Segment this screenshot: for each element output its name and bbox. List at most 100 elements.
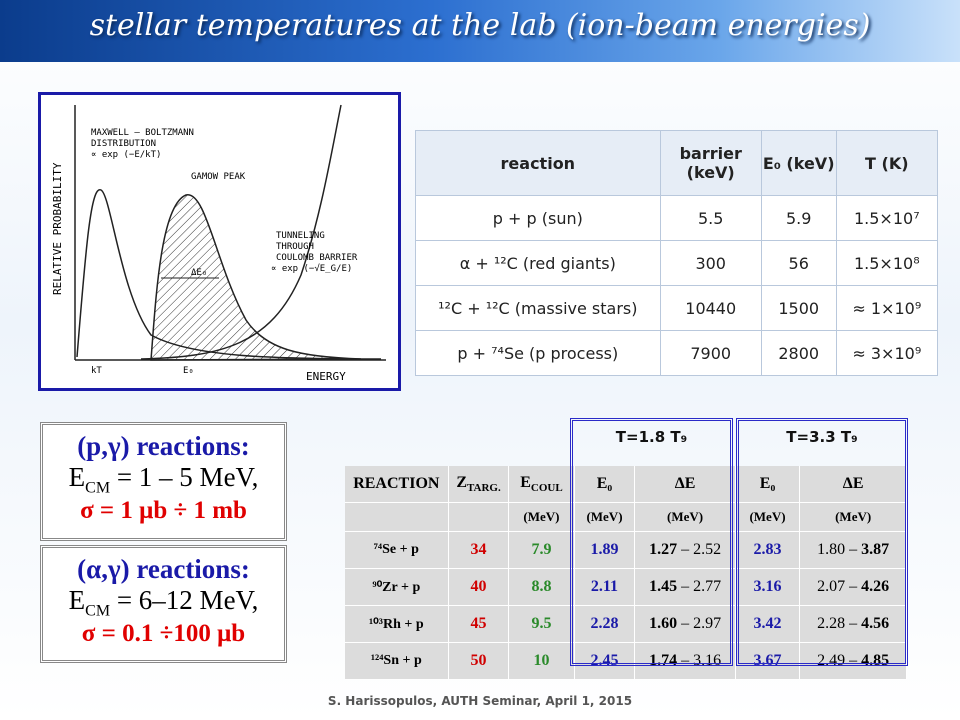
header-cell: ΔE — [634, 466, 736, 503]
x-label: ENERGY — [306, 370, 346, 383]
cell: 2800 — [760, 330, 837, 376]
cell: 1.74 – 3.16 — [634, 642, 736, 680]
unit-cell: (MeV) — [799, 502, 907, 532]
row: ¹²C + ¹²C (massive stars) 10440 1500 ≈ 1×10… — [415, 285, 939, 331]
y-label: RELATIVE PROBABILITY — [51, 162, 64, 295]
mb-label: MAXWELL – BOLTZMANN — [91, 128, 194, 138]
cell: 8.8 — [508, 568, 575, 606]
box-sigma: σ = 0.1 ÷100 μb — [81, 620, 246, 648]
box-title: (α,γ) reactions: — [77, 554, 250, 584]
cell: 56 — [760, 240, 837, 286]
header-cell: REACTION — [345, 466, 449, 503]
header-cell: barrier (keV) — [659, 130, 762, 196]
header-symbol: E — [520, 473, 531, 491]
de-part: – 2.52 — [677, 541, 722, 558]
tunnel-label: COULOMB BARRIER — [276, 253, 358, 263]
cell: ⁷⁴Se + p — [345, 531, 449, 569]
units-row: (MeV) (MeV) (MeV) (MeV) (MeV) — [345, 502, 907, 532]
energy-range: = 6–12 MeV, — [110, 585, 259, 615]
cell: 10 — [508, 642, 575, 680]
unit-cell: (MeV) — [735, 502, 801, 532]
mb-label: DISTRIBUTION — [91, 139, 156, 149]
slide-title: stellar temperatures at the lab (ion-bea… — [89, 8, 871, 43]
cell: p + ⁷⁴Se (p process) — [415, 330, 661, 376]
de-part: 3.87 — [861, 541, 890, 558]
cell: 3.42 — [735, 605, 801, 643]
gamow-label: GAMOW PEAK — [191, 172, 246, 182]
cell: 2.28 – 4.56 — [799, 605, 907, 643]
header-cell: ECOUL — [508, 466, 575, 503]
de-part: 1.80 – — [817, 541, 862, 558]
header-cell: E₀ — [735, 466, 801, 503]
cell: 1.80 – 3.87 — [799, 531, 907, 569]
energy-subscript: CM — [85, 602, 111, 620]
row: ⁹⁰Zr + p 40 8.8 2.11 1.45 – 2.77 3.16 2.07 – 4… — [345, 568, 907, 606]
cell: 9.5 — [508, 605, 575, 643]
de-part: – 2.77 — [677, 578, 722, 595]
header-cell: reaction — [415, 130, 661, 196]
cell: 3.67 — [735, 642, 801, 680]
header-cell: ΔE — [799, 466, 907, 503]
e0-label: E₀ — [183, 366, 194, 376]
cell: 7900 — [659, 330, 762, 376]
tunnel-label: TUNNELING — [276, 231, 325, 241]
unit-cell: (MeV) — [508, 502, 575, 532]
cell: ≈ 3×10⁹ — [835, 330, 939, 376]
de-part: 4.26 — [861, 578, 890, 595]
row: ¹⁰³Rh + p 45 9.5 2.28 1.60 – 2.97 3.42 2.28 – … — [345, 605, 907, 643]
cell: ≈ 1×10⁹ — [835, 285, 939, 331]
cell: 45 — [448, 605, 510, 643]
energy-subscript: CM — [85, 479, 111, 497]
unit-cell: (MeV) — [634, 502, 736, 532]
header-cell: ZTARG. — [448, 466, 510, 503]
de-part: 1.27 — [649, 541, 678, 558]
de-part: 2.07 – — [817, 578, 862, 595]
cell: ¹²C + ¹²C (massive stars) — [415, 285, 661, 331]
cell: p + p (sun) — [415, 195, 661, 241]
cell: 1.27 – 2.52 — [634, 531, 736, 569]
cell: 2.07 – 4.26 — [799, 568, 907, 606]
box-title: (p,γ) reactions: — [77, 431, 250, 461]
header-cell: E₀ — [574, 466, 636, 503]
box-ag: (α,γ) reactions: ECM = 6–12 MeV, σ = 0.1 ÷… — [40, 545, 287, 663]
cell — [345, 502, 449, 532]
cell: 1.5×10⁸ — [835, 240, 939, 286]
group-label: T=1.8 T₉ — [615, 428, 688, 446]
cell: 300 — [659, 240, 762, 286]
box-energy: ECM = 1 – 5 MeV, — [43, 462, 284, 497]
cell: 40 — [448, 568, 510, 606]
figure: RELATIVE PROBABILITY ENERGY MAXWELL – BO… — [38, 92, 401, 391]
cell: 50 — [448, 642, 510, 680]
mb-label: ∝ exp (−E/kT) — [91, 150, 161, 160]
cell: 3.16 — [735, 568, 801, 606]
cell: 10440 — [659, 285, 762, 331]
energy-symbol: E — [68, 585, 86, 615]
cell: ⁹⁰Zr + p — [345, 568, 449, 606]
title-banner — [0, 0, 960, 62]
cell: 1.60 – 2.97 — [634, 605, 736, 643]
energy-symbol: E — [68, 462, 86, 492]
box-pg: (p,γ) reactions: ECM = 1 – 5 MeV, σ = 1 μb… — [40, 422, 287, 541]
header-subscript: TARG. — [466, 482, 501, 495]
table-temperatures: reaction barrier (keV) E₀ (keV) T (K) p + p … — [415, 130, 939, 376]
delta-label: ΔE₀ — [191, 268, 207, 278]
gamow-peak — [150, 194, 362, 361]
cell: α + ¹²C (red giants) — [415, 240, 661, 286]
header-row: reaction barrier (keV) E₀ (keV) T (K) — [415, 130, 939, 196]
cell: 1.89 — [574, 531, 636, 569]
cell: 34 — [448, 531, 510, 569]
kt-label: kT — [91, 366, 102, 376]
energy-range: = 1 – 5 MeV, — [110, 462, 259, 492]
de-part: 1.60 — [649, 615, 678, 632]
header-cell: E₀ (keV) — [760, 130, 837, 196]
cell: 1.45 – 2.77 — [634, 568, 736, 606]
row: α + ¹²C (red giants) 300 56 1.5×10⁸ — [415, 240, 939, 286]
header-row: REACTION ZTARG. ECOUL E₀ ΔE E₀ ΔE — [345, 466, 907, 503]
cell: 2.28 — [574, 605, 636, 643]
cell: 2.83 — [735, 531, 801, 569]
cell: 5.9 — [760, 195, 837, 241]
group-frame — [570, 418, 733, 666]
cell: 5.5 — [659, 195, 762, 241]
cell: ¹²⁴Sn + p — [345, 642, 449, 680]
